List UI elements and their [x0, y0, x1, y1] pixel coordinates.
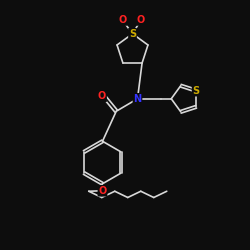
Text: O: O	[98, 186, 106, 196]
Text: S: S	[192, 86, 200, 96]
Text: O: O	[98, 91, 106, 101]
Text: O: O	[119, 15, 127, 25]
Text: N: N	[134, 94, 141, 104]
Text: O: O	[136, 15, 144, 25]
Text: S: S	[129, 29, 136, 39]
